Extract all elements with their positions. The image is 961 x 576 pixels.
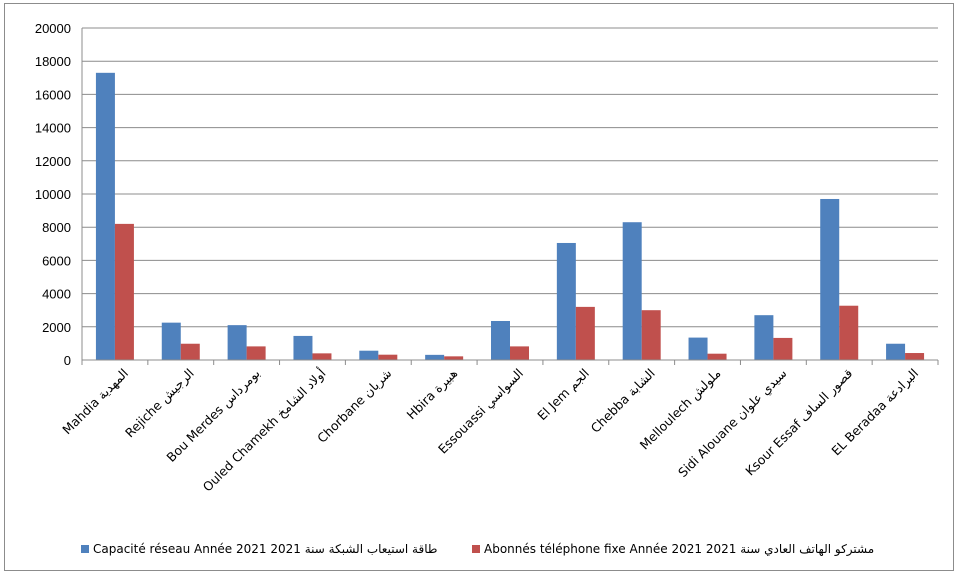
legend: Capacité réseau Année 2021 طاقة استيعاب … (81, 542, 874, 557)
y-tick-label: 14000 (35, 121, 71, 136)
legend-label-subscribers: Abonnés téléphone fixe Année 2021 مشتركو… (484, 542, 874, 557)
bar-capacity-2 (227, 325, 247, 360)
bar-subscribers-1 (180, 343, 200, 360)
bar-capacity-11 (820, 198, 840, 360)
bar-capacity-8 (622, 222, 642, 360)
bar-capacity-1 (161, 322, 181, 360)
bar-subscribers-4 (378, 354, 398, 360)
y-tick-labels: 0 2000 4000 6000 8000 10000 12000 14000 16000 180… (35, 21, 71, 368)
bars (95, 72, 925, 360)
bar-subscribers-6 (510, 346, 529, 360)
bar-capacity-4 (359, 350, 379, 360)
bar-capacity-6 (491, 320, 510, 360)
y-tick-label: 4000 (42, 287, 71, 302)
bar-subscribers-8 (641, 310, 661, 360)
legend-swatch-subscribers (472, 545, 480, 553)
x-tick-label: Sidi Alouane سيدي علوان (675, 366, 790, 481)
y-tick-label: 12000 (35, 154, 71, 169)
x-tick-label: Ksour Essaf قصور الساف (742, 365, 856, 479)
bar-subscribers-5 (444, 356, 464, 360)
bar-capacity-10 (754, 315, 774, 360)
bar-capacity-12 (886, 343, 906, 360)
x-tick-label: Hbira هبيرة (404, 366, 461, 423)
y-tick-label: 0 (64, 353, 71, 368)
y-tick-label: 2000 (42, 320, 71, 335)
bar-subscribers-11 (839, 305, 859, 360)
bar-subscribers-3 (312, 353, 332, 360)
y-tick-label: 20000 (35, 21, 71, 36)
bar-capacity-0 (95, 72, 115, 360)
bar-capacity-5 (425, 354, 445, 360)
x-tick-label: Rejiche الرجيش (122, 366, 198, 442)
bar-subscribers-10 (773, 337, 793, 360)
bar-subscribers-12 (905, 353, 925, 360)
y-tick-label: 10000 (35, 187, 71, 202)
bar-capacity-9 (688, 337, 708, 360)
y-tick-label: 8000 (42, 220, 71, 235)
legend-label-capacity: Capacité réseau Année 2021 طاقة استيعاب … (93, 542, 437, 556)
x-tick-label: Ouled Chamekh أولاد الشامخ (199, 365, 329, 495)
y-tick-label: 6000 (42, 253, 71, 268)
bar-subscribers-0 (114, 223, 134, 360)
bar-subscribers-2 (246, 346, 266, 360)
axes (81, 28, 939, 365)
chart-frame (4, 3, 954, 571)
bar-subscribers-9 (707, 353, 727, 360)
bar-subscribers-7 (575, 306, 595, 360)
x-tick-label: Chebba الشابة (588, 366, 658, 436)
x-tick-label: El Jem الجم (534, 366, 592, 424)
legend-swatch-capacity (81, 545, 89, 553)
y-tick-label: 18000 (35, 54, 71, 69)
bar-capacity-7 (556, 242, 576, 360)
bar-capacity-3 (293, 335, 313, 360)
gridlines (82, 27, 938, 361)
y-tick-label: 16000 (35, 87, 71, 102)
x-tick-label: Mahdia المهدية (59, 366, 131, 438)
